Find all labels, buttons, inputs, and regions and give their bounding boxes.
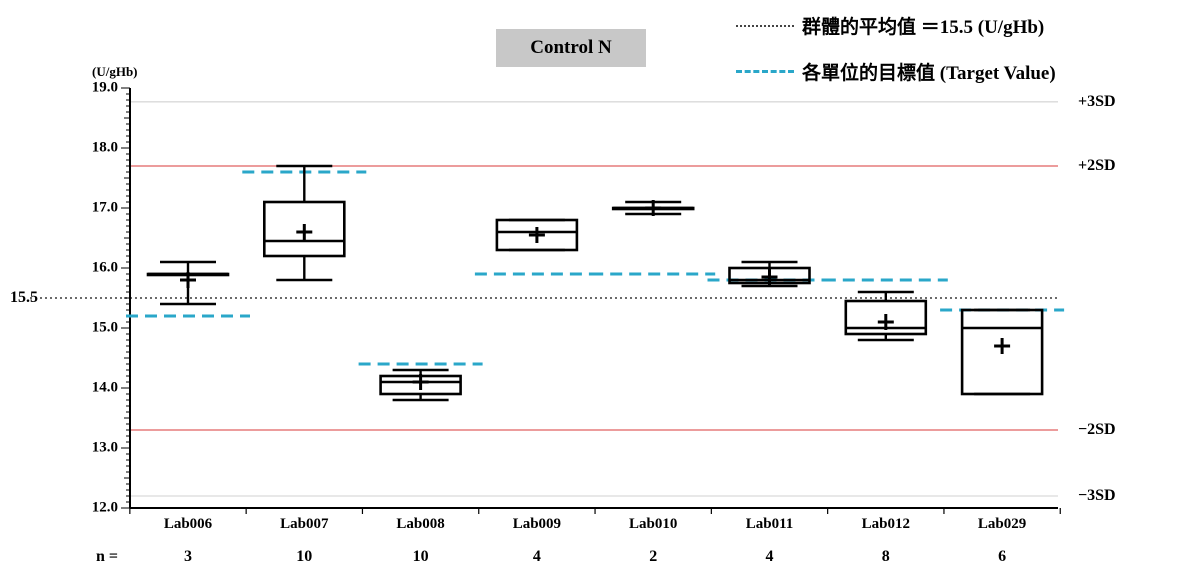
n-count: 10: [296, 548, 313, 565]
y-tick-label: 17.0: [91, 199, 118, 216]
x-tick-label: Lab007: [280, 516, 329, 532]
iqr-box: [262, 200, 346, 258]
legend-group-mean-label: 群體的平均值 ＝15.5 (U/gHb): [802, 17, 1045, 38]
n-count: 4: [532, 548, 541, 565]
sd-label: +3SD: [1078, 92, 1116, 110]
iqr-box: [844, 299, 928, 336]
sd-label: +2SD: [1078, 157, 1116, 174]
n-row-title: n =: [96, 548, 119, 565]
x-tick-label: Lab006: [163, 516, 213, 532]
x-tick-label: Lab029: [977, 516, 1027, 532]
y-tick-label: 15.0: [91, 319, 118, 336]
sd-label: −3SD: [1078, 487, 1116, 504]
n-count: 10: [412, 548, 429, 565]
x-tick-label: Lab010: [629, 516, 678, 532]
y-tick-label: 16.0: [91, 259, 118, 276]
n-count: 2: [649, 548, 658, 565]
n-count: 4: [765, 548, 774, 565]
x-tick-label: Lab012: [861, 516, 910, 532]
x-tick-label: Lab009: [512, 516, 562, 532]
n-count: 8: [881, 548, 890, 565]
n-count: 3: [184, 548, 192, 565]
y-axis-unit: (U/gHb): [92, 64, 138, 79]
dashed-line-swatch: [736, 70, 794, 73]
y-tick-label: 19.0: [91, 79, 118, 96]
x-tick-label: Lab011: [745, 516, 794, 532]
y-tick-label: 12.0: [91, 499, 118, 516]
sd-label: −2SD: [1078, 421, 1116, 438]
n-count: 6: [998, 548, 1007, 565]
iqr-box: [495, 218, 579, 252]
group-mean-label: 15.5: [10, 289, 38, 306]
y-tick-label: 13.0: [91, 439, 118, 456]
legend-target-value-label: 各單位的目標值 (Target Value): [802, 63, 1056, 84]
iqr-box: [960, 308, 1044, 396]
y-tick-label: 14.0: [91, 379, 118, 396]
legend-target-value: 各單位的目標值 (Target Value): [736, 58, 1056, 85]
x-tick-label: Lab008: [396, 516, 445, 532]
legend-group-mean: 群體的平均值 ＝15.5 (U/gHb): [736, 12, 1044, 39]
y-tick-label: 18.0: [91, 139, 118, 156]
dotted-line-swatch: [736, 24, 794, 27]
chart-title: Control N: [496, 29, 646, 67]
